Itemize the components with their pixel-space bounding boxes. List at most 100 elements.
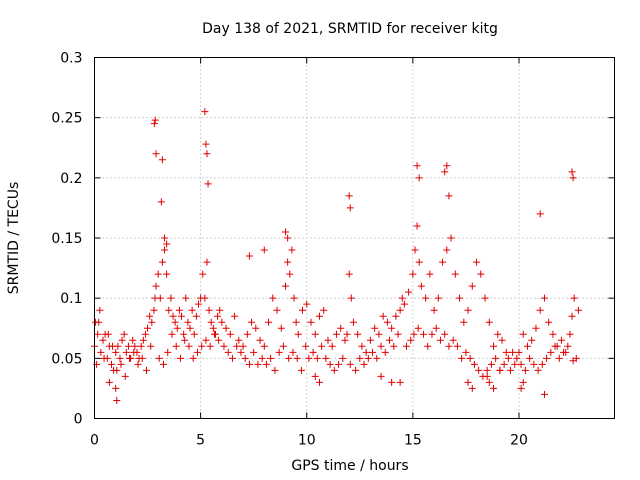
data-point	[502, 348, 510, 356]
data-point	[282, 228, 290, 236]
data-point	[557, 336, 565, 344]
data-point	[147, 342, 155, 350]
data-point	[309, 348, 317, 356]
data-point	[129, 336, 137, 344]
data-point	[568, 168, 576, 176]
data-point	[146, 312, 154, 320]
data-point	[422, 294, 430, 302]
data-point	[528, 336, 536, 344]
data-point	[337, 324, 345, 332]
data-point	[165, 306, 173, 314]
data-point	[143, 366, 150, 374]
data-point	[381, 348, 389, 356]
plot-frame	[94, 57, 615, 419]
data-point	[326, 360, 334, 368]
data-point	[443, 246, 451, 254]
data-point	[235, 336, 243, 344]
data-point	[105, 378, 113, 386]
data-point	[209, 324, 217, 332]
data-point	[279, 342, 287, 350]
data-point	[386, 336, 394, 344]
data-point	[138, 354, 146, 362]
data-point	[318, 342, 326, 350]
data-point	[413, 222, 421, 230]
data-point	[180, 330, 188, 338]
data-point	[458, 354, 466, 362]
data-point	[169, 312, 177, 320]
data-point	[203, 150, 211, 158]
data-point	[201, 108, 209, 116]
data-point	[487, 360, 495, 368]
data-point	[157, 198, 165, 206]
data-point	[445, 342, 453, 350]
data-point	[237, 348, 245, 356]
y-tick-label: 0.25	[51, 111, 82, 127]
data-point	[477, 270, 485, 278]
data-point	[540, 390, 548, 398]
data-point	[269, 294, 277, 302]
data-point	[284, 234, 292, 242]
data-point	[184, 318, 192, 326]
data-point	[154, 270, 162, 278]
data-point	[282, 282, 290, 290]
data-point	[297, 366, 305, 374]
data-point	[121, 372, 129, 380]
data-point	[173, 324, 181, 332]
data-point	[139, 336, 147, 344]
data-point	[430, 306, 438, 314]
data-point	[109, 342, 117, 350]
data-point	[494, 330, 502, 338]
data-point	[540, 294, 548, 302]
data-point	[131, 342, 139, 350]
data-point	[185, 342, 193, 350]
data-point	[158, 258, 166, 266]
data-point	[407, 336, 415, 344]
data-point	[426, 270, 434, 278]
y-tick-label: 0	[74, 412, 83, 428]
data-point	[572, 354, 580, 362]
data-point	[346, 204, 354, 212]
data-point	[403, 342, 410, 350]
data-point	[262, 360, 270, 368]
data-point	[267, 354, 275, 362]
data-point	[356, 354, 364, 362]
data-point	[410, 330, 418, 338]
data-point	[547, 348, 555, 356]
data-point	[189, 354, 197, 362]
data-point	[400, 300, 408, 308]
data-point	[152, 282, 160, 290]
data-point	[271, 366, 279, 374]
data-point	[289, 348, 297, 356]
data-point	[245, 252, 253, 260]
data-point	[113, 366, 121, 374]
data-point	[228, 354, 236, 362]
data-point	[534, 366, 542, 374]
data-point	[122, 348, 130, 356]
data-point	[439, 258, 447, 266]
data-point	[256, 336, 264, 344]
data-point	[305, 354, 313, 362]
data-point	[464, 306, 472, 314]
data-point	[366, 336, 374, 344]
data-point	[451, 270, 459, 278]
data-point	[362, 348, 370, 356]
data-point	[570, 294, 578, 302]
data-point	[241, 354, 249, 362]
data-point	[112, 384, 120, 392]
data-point	[490, 342, 498, 350]
data-point	[220, 342, 228, 350]
data-point	[288, 246, 296, 254]
data-point	[415, 258, 423, 266]
data-point	[181, 336, 189, 344]
data-point	[171, 318, 179, 326]
data-point	[538, 360, 546, 368]
data-point	[112, 348, 120, 356]
data-point	[155, 354, 163, 362]
data-point	[124, 342, 132, 350]
data-point	[245, 360, 253, 368]
y-tick-label: 0.1	[60, 291, 82, 307]
data-point	[555, 354, 563, 362]
data-point	[134, 360, 142, 368]
data-point	[195, 300, 202, 308]
